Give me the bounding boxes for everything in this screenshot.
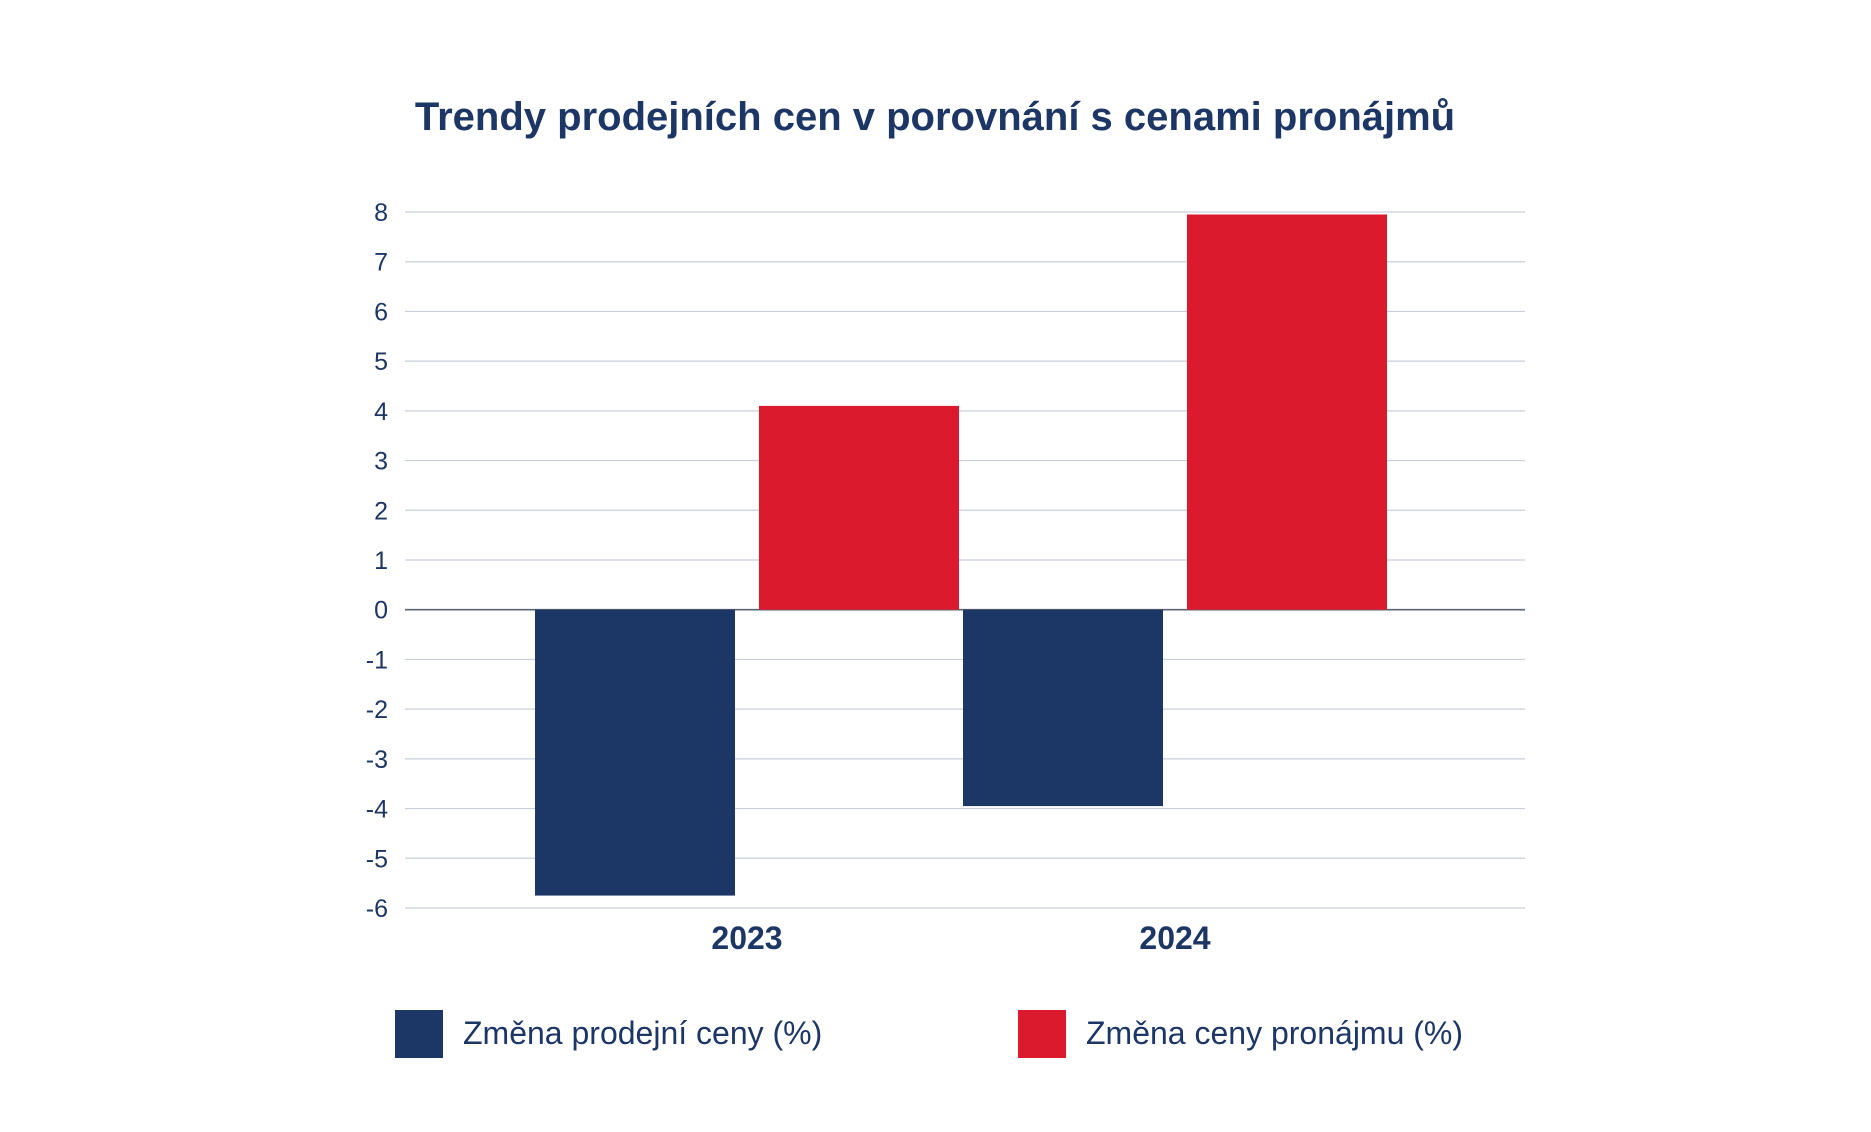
bars [535, 214, 1387, 896]
legend-label: Změna prodejní ceny (%) [463, 1015, 822, 1051]
legend: Změna prodejní ceny (%) Změna ceny pronáj… [395, 1010, 1463, 1058]
y-tick-label: 0 [374, 597, 388, 625]
bar-rent-price-2023 [759, 405, 959, 610]
y-tick-label: 5 [374, 348, 388, 376]
y-axis-ticks: 8 7 6 5 4 3 2 1 0 -1 -2 -3 -4 -5 -6 [366, 199, 388, 923]
y-tick-label: -6 [366, 895, 388, 923]
legend-swatch [1018, 1010, 1066, 1058]
y-tick-label: 3 [374, 448, 388, 476]
y-tick-label: -3 [366, 746, 388, 774]
y-tick-label: 7 [374, 249, 388, 277]
legend-label: Změna ceny pronájmu (%) [1086, 1015, 1463, 1051]
y-tick-label: 1 [374, 547, 388, 575]
y-tick-label: -5 [366, 845, 388, 873]
y-tick-label: 6 [374, 298, 388, 326]
bar-sale-price-2024 [963, 609, 1163, 807]
legend-swatch [395, 1010, 443, 1058]
y-tick-label: -4 [366, 796, 388, 824]
y-tick-label: 4 [374, 398, 388, 426]
bar-sale-price-2023 [535, 609, 735, 896]
y-tick-label: 8 [374, 199, 388, 227]
x-tick-label: 2023 [711, 920, 782, 956]
y-tick-label: -2 [366, 696, 388, 724]
bar-rent-price-2024 [1187, 214, 1387, 610]
x-tick-label: 2024 [1139, 920, 1210, 956]
x-axis-ticks: 2023 2024 [711, 920, 1210, 956]
chart-title: Trendy prodejních cen v porovnání s cena… [415, 95, 1455, 139]
y-tick-label: 2 [374, 497, 388, 525]
y-tick-label: -1 [366, 646, 388, 674]
